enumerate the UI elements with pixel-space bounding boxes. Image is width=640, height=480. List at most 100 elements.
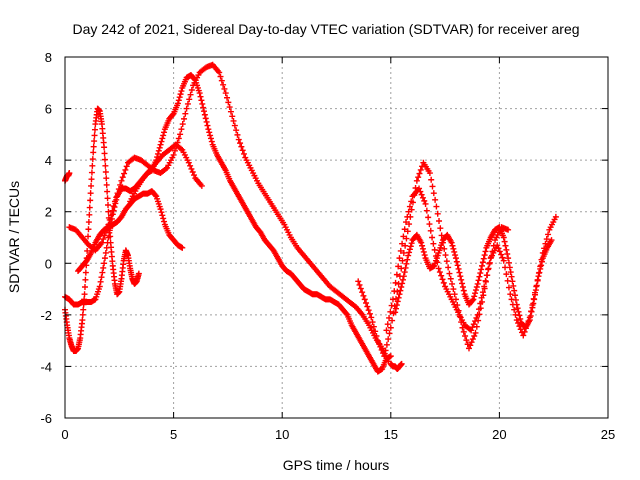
data-point [66, 170, 73, 177]
data-point [101, 260, 108, 267]
data-point [511, 287, 518, 294]
data-point [430, 240, 437, 247]
data-point [101, 255, 108, 262]
data-point [220, 81, 227, 88]
series-track-i [392, 224, 555, 331]
data-point [105, 234, 112, 241]
data-point [152, 192, 159, 199]
data-point [98, 274, 105, 281]
data-point [406, 249, 413, 256]
data-point [374, 337, 381, 344]
data-point [494, 242, 501, 249]
data-point [450, 245, 457, 252]
data-point [440, 279, 447, 286]
data-point [86, 204, 93, 211]
x-tick-label: 5 [170, 427, 177, 442]
data-point [481, 252, 488, 259]
data-point [104, 195, 111, 202]
y-tick-label: 0 [45, 256, 52, 271]
data-point [343, 310, 350, 317]
y-tick-label: -6 [40, 411, 52, 426]
data-point [479, 262, 486, 269]
data-point [188, 165, 195, 172]
data-point [473, 314, 480, 321]
data-point [389, 317, 396, 324]
data-point [418, 239, 425, 246]
data-point [115, 186, 122, 193]
x-tick-label: 0 [61, 427, 68, 442]
data-point [474, 280, 481, 287]
data-point [370, 323, 377, 330]
data-point [452, 255, 459, 262]
data-point [472, 329, 479, 336]
data-point [413, 177, 420, 184]
data-point [450, 286, 457, 293]
data-point [530, 300, 537, 307]
data-point [458, 276, 465, 283]
data-point [178, 126, 185, 133]
data-point [506, 264, 513, 271]
data-point [91, 138, 98, 145]
data-point [503, 271, 510, 278]
data-point [227, 108, 234, 115]
data-point [188, 87, 195, 94]
chart-title: Day 242 of 2021, Sidereal Day-to-day VTE… [72, 21, 579, 37]
data-point [469, 324, 476, 331]
data-point [355, 278, 362, 285]
data-point [385, 336, 392, 343]
series-track-g [355, 159, 512, 360]
data-point [474, 311, 481, 318]
data-point [441, 245, 448, 252]
data-point [118, 177, 125, 184]
data-point [204, 122, 211, 129]
data-point [160, 215, 167, 222]
data-point [186, 96, 193, 103]
data-point [388, 302, 395, 309]
data-point [104, 188, 111, 195]
data-point [459, 280, 466, 287]
data-point [187, 162, 194, 169]
data-point [406, 246, 413, 253]
data-point [386, 330, 393, 337]
data-point [465, 345, 472, 352]
data-point [415, 174, 422, 181]
data-point [102, 162, 109, 169]
data-point [527, 312, 534, 319]
data-point [532, 291, 539, 298]
series-track-a [62, 105, 142, 354]
data-point [395, 294, 402, 301]
data-point [407, 243, 414, 250]
data-point [419, 242, 426, 249]
data-point [475, 306, 482, 313]
data-point [360, 292, 367, 299]
data-point [356, 281, 363, 288]
data-point [528, 308, 535, 315]
data-point [401, 269, 408, 276]
data-point [158, 209, 165, 216]
data-point [417, 166, 424, 173]
data-point [534, 277, 541, 284]
data-point [182, 110, 189, 117]
data-point [81, 284, 88, 291]
x-tick-label: 15 [384, 427, 398, 442]
data-point [103, 181, 110, 188]
data-point [408, 198, 415, 205]
data-point [423, 207, 430, 214]
data-point [405, 252, 412, 259]
data-point [478, 294, 485, 301]
data-point [109, 207, 116, 214]
data-point [384, 321, 391, 328]
data-point [439, 276, 446, 283]
data-point [446, 270, 453, 277]
data-point [239, 147, 246, 154]
data-point [396, 255, 403, 262]
data-point [161, 129, 168, 136]
data-point [455, 265, 462, 272]
data-point [403, 219, 410, 226]
data-point [175, 97, 182, 104]
data-point [357, 285, 364, 292]
data-point [483, 272, 490, 279]
data-point [392, 279, 399, 286]
data-point [197, 93, 204, 100]
data-point [216, 69, 223, 76]
